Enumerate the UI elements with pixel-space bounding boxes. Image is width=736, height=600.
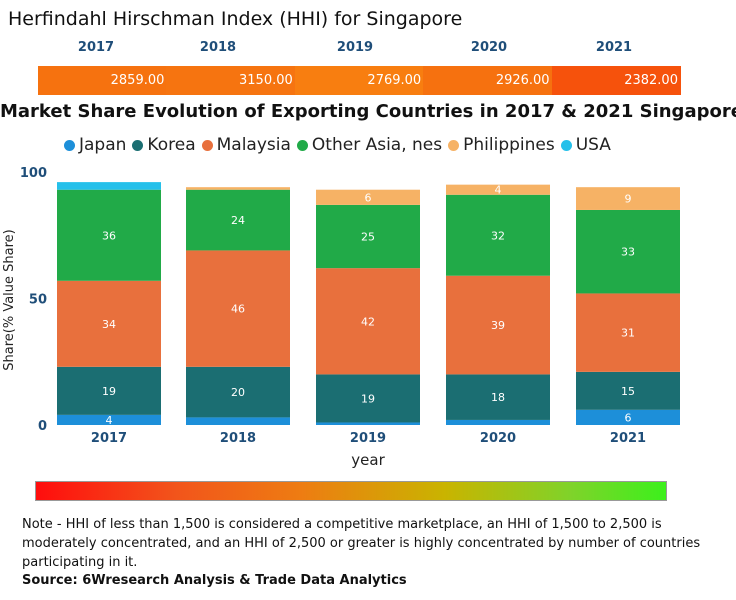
- bar-segment: [446, 184, 550, 195]
- bar-data-label: 36: [102, 229, 116, 242]
- chart-legend: Japan Korea Malaysia Other Asia, nes Philipp…: [64, 135, 613, 155]
- bar-segment: [186, 417, 290, 425]
- bar-segment: [446, 275, 550, 375]
- legend-label: Philippines: [463, 135, 555, 155]
- legend-marker-icon: [560, 139, 572, 151]
- bar-data-label: 18: [491, 391, 505, 404]
- bar-segment: [57, 414, 161, 425]
- bar-segment: [186, 250, 290, 367]
- legend-marker-icon: [64, 139, 75, 151]
- bar-data-label: 20: [231, 386, 245, 399]
- bar-segment: [186, 187, 290, 190]
- bar-data-label: 6: [365, 191, 372, 204]
- y-axis-title: Share(% Value Share): [2, 229, 17, 371]
- bar-segment: [186, 189, 290, 251]
- legend-marker-icon: [448, 139, 460, 151]
- legend-label: USA: [575, 135, 611, 155]
- legend-item: Malaysia: [201, 135, 291, 155]
- bar-segment: [316, 374, 420, 423]
- hhi-year-label: 2021: [595, 40, 633, 55]
- bar-segment: [186, 366, 290, 418]
- hhi-value-cell: 3150.00: [166, 66, 296, 95]
- x-tick-label: 2020: [480, 431, 516, 446]
- bar-data-label: 15: [621, 385, 635, 398]
- bar-segment: [57, 280, 161, 367]
- bar-data-label: 33: [621, 246, 635, 259]
- hhi-year-label: 2020: [470, 40, 508, 55]
- hhi-value-cell: 2926.00: [423, 66, 553, 95]
- footer-source: Source: 6Wresearch Analysis & Trade Data…: [22, 573, 407, 588]
- hhi-value-cell: 2769.00: [294, 66, 425, 95]
- bar-segment: [576, 293, 680, 372]
- legend-marker-icon: [201, 139, 213, 151]
- bar-segment: [57, 182, 161, 190]
- bar-data-label: 39: [491, 319, 505, 332]
- bar-data-label: 4: [106, 414, 113, 427]
- market-share-chart: 0 50 100 Share(% Value Share) 4 19 34 36 2017 20 4…: [2, 166, 680, 469]
- bar-segment: [576, 187, 680, 210]
- legend-label: Malaysia: [216, 135, 291, 155]
- bar-data-label: 31: [621, 327, 635, 340]
- y-tick-label: 50: [29, 293, 47, 308]
- hhi-year-label: 2018: [199, 40, 237, 55]
- legend-label: Other Asia, nes: [311, 135, 443, 155]
- legend-marker-icon: [296, 139, 308, 151]
- bar-segment: [576, 209, 680, 294]
- bar-data-label: 46: [231, 303, 245, 316]
- legend-item: USA: [560, 135, 611, 155]
- bar-segment: [316, 204, 420, 269]
- hhi-title: Herfindahl Hirschman Index (HHI) for Sin…: [8, 8, 463, 30]
- bar-data-label: 19: [361, 392, 375, 405]
- hhi-year-label: 2017: [77, 40, 115, 55]
- hhi-year-label: 2019: [336, 40, 374, 55]
- bar-data-label: 4: [495, 184, 502, 197]
- hhi-value-cell: 2382.00: [551, 66, 681, 95]
- footer-note: Note - HHI of less than 1,500 is conside…: [22, 517, 701, 570]
- bar-data-label: 6: [625, 411, 632, 424]
- bar-segment: [446, 194, 550, 276]
- x-axis-title: year: [351, 451, 385, 469]
- bar-data-label: 42: [361, 315, 375, 328]
- bar-data-label: 9: [625, 193, 632, 206]
- x-tick-label: 2021: [610, 431, 646, 446]
- legend-item: Japan: [64, 135, 126, 155]
- x-tick-label: 2017: [91, 431, 127, 446]
- legend-item: Other Asia, nes: [296, 135, 443, 155]
- bar-data-label: 32: [491, 229, 505, 242]
- x-tick-label: 2019: [350, 431, 386, 446]
- hhi-value-band: 2859.00 3150.00 2769.00 2926.00 2382.00: [38, 66, 681, 95]
- bar-segment: [576, 371, 680, 410]
- bar-segment: [57, 189, 161, 281]
- bar-segment: [576, 409, 680, 425]
- bar-data-label: 25: [361, 231, 375, 244]
- bar-data-label: 24: [231, 214, 245, 227]
- bar-data-label: 19: [102, 385, 116, 398]
- y-tick-label: 0: [38, 419, 47, 434]
- legend-marker-icon: [132, 139, 144, 151]
- bar-segment: [316, 422, 420, 425]
- legend-item: Korea: [132, 135, 196, 155]
- bar-segment: [316, 268, 420, 375]
- y-tick-label: 100: [20, 166, 47, 181]
- hhi-color-scale: [35, 481, 667, 501]
- bar-segment: [57, 366, 161, 415]
- bar-segment: [446, 419, 550, 425]
- legend-label: Korea: [147, 135, 196, 155]
- bar-data-label: 34: [102, 318, 116, 331]
- bar-segment: [316, 189, 420, 205]
- x-tick-label: 2018: [220, 431, 256, 446]
- legend-item: Philippines: [448, 135, 555, 155]
- bar-segment: [446, 374, 550, 420]
- hhi-value-cell: 2859.00: [38, 66, 168, 95]
- market-share-title: Market Share Evolution of Exporting Coun…: [0, 101, 736, 122]
- legend-label: Japan: [79, 135, 127, 155]
